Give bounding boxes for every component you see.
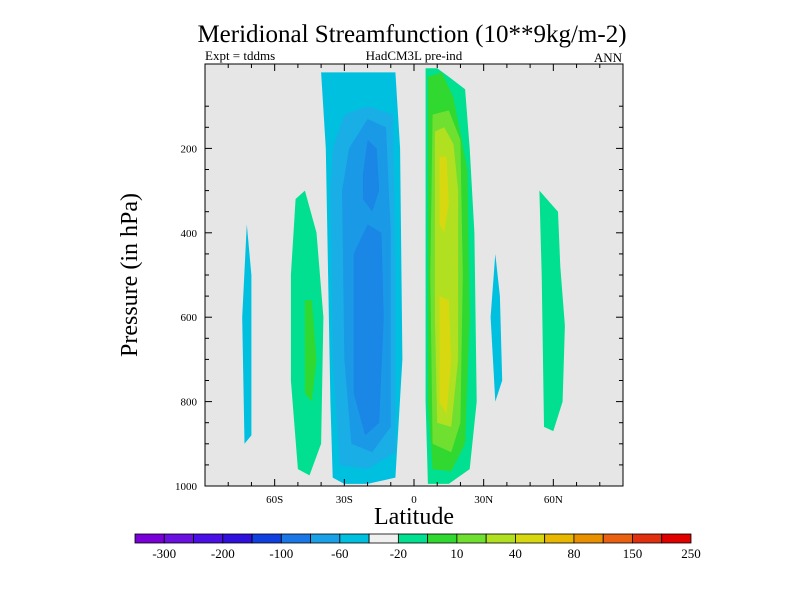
x-axis-label: Latitude <box>374 504 454 530</box>
colorbar-swatch <box>632 533 663 544</box>
colorbar-label: 150 <box>623 546 643 561</box>
colorbar-swatch <box>163 533 194 544</box>
contour-fills <box>242 68 565 484</box>
subtitle-center: HadCM3L pre-ind <box>366 48 463 63</box>
x-tick-label: 60N <box>544 494 563 506</box>
colorbar-label: -300 <box>152 546 176 561</box>
colorbar-swatch <box>456 533 487 544</box>
x-tick-label: 0 <box>411 494 417 506</box>
colorbar-swatch <box>427 533 458 544</box>
colorbar-label: 40 <box>509 546 522 561</box>
colorbar-label: -100 <box>269 546 293 561</box>
y-tick-label: 200 <box>181 143 198 155</box>
colorbar-label: 80 <box>567 546 580 561</box>
contour-region-3 <box>353 224 384 436</box>
contour-region-9 <box>439 156 449 233</box>
y-axis-label: Pressure (in hPa) <box>117 193 143 357</box>
y-tick-label: 600 <box>181 312 198 324</box>
y-tick-label: 1000 <box>175 481 198 493</box>
colorbar-label: -60 <box>331 546 348 561</box>
colorbar-label: 10 <box>450 546 463 561</box>
x-tick-labels: 60S 30S 0 30N 60N <box>266 494 563 506</box>
colorbar-swatch <box>193 533 224 544</box>
colorbar-swatch <box>134 533 165 544</box>
colorbar-swatch <box>544 533 575 544</box>
colorbar-swatch <box>661 533 692 544</box>
colorbar-swatch <box>251 533 282 544</box>
colorbar-swatch <box>602 533 633 544</box>
x-tick-label: 60S <box>266 494 283 506</box>
colorbar-swatch <box>310 533 341 544</box>
colorbar-swatch <box>339 533 370 544</box>
contour-region-13 <box>242 224 252 444</box>
x-tick-label: 30S <box>336 494 353 506</box>
colorbar-swatch <box>485 533 516 544</box>
contour-region-10 <box>439 296 452 415</box>
chart-title: Meridional Streamfunction (10**9kg/m-2) <box>197 21 626 48</box>
colorbar-swatch <box>222 533 253 544</box>
contour-region-4 <box>362 140 380 212</box>
y-tick-label: 800 <box>181 397 198 409</box>
subtitle-right: ANN <box>594 50 623 65</box>
subtitle-left: Expt = tddms <box>205 48 275 63</box>
contour-region-15 <box>539 190 565 432</box>
contour-region-12 <box>304 300 317 402</box>
colorbar-swatch <box>280 533 311 544</box>
colorbar-swatch <box>515 533 546 544</box>
plot-frame <box>204 63 624 487</box>
colorbar-swatch <box>573 533 604 544</box>
colorbar-swatch <box>397 533 429 544</box>
colorbar-label: 250 <box>681 546 701 561</box>
colorbar-swatch <box>368 533 399 544</box>
contour-region-14 <box>490 253 503 402</box>
colorbar-label: -200 <box>211 546 235 561</box>
colorbar-labels: -300 -200 -100 -60 -20 10 40 80 150 250 <box>152 546 700 561</box>
colorbar-label: -20 <box>390 546 407 561</box>
y-tick-label: 400 <box>181 228 198 240</box>
y-tick-labels: 200 400 600 800 1000 <box>175 143 198 493</box>
colorbar <box>134 533 692 544</box>
x-tick-label: 30N <box>474 494 493 506</box>
